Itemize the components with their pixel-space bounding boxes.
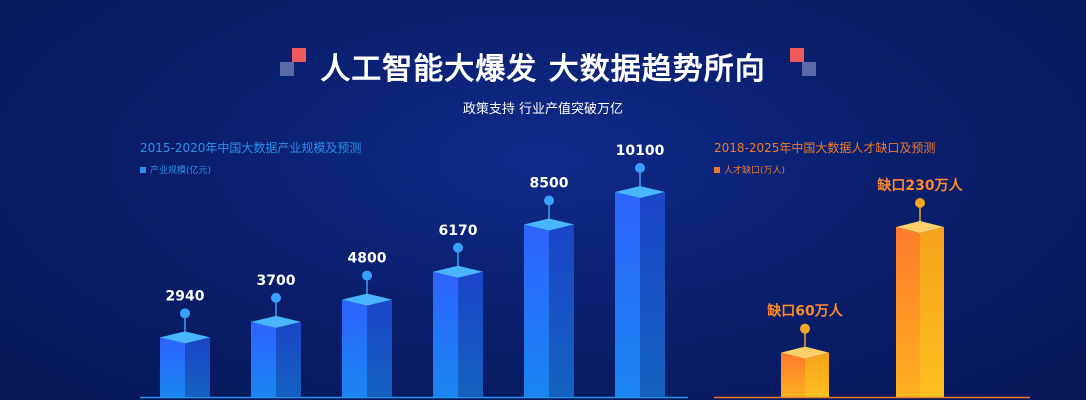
bar-front-face xyxy=(781,352,805,397)
bar-top-face xyxy=(251,315,301,328)
bar-front-face xyxy=(251,321,276,397)
right-chart-title: 2018-2025年中国大数据人才缺口及预测 xyxy=(714,141,936,155)
bar-value-label: 8500 xyxy=(530,175,569,191)
bar-pin-dot xyxy=(800,323,810,334)
bar-side-face xyxy=(640,192,665,397)
bar-top-face xyxy=(433,265,483,278)
bar-pin-dot xyxy=(635,163,645,173)
bar-front-face xyxy=(433,271,458,397)
bar-value-label: 2940 xyxy=(166,288,205,304)
bar-side-face xyxy=(458,271,483,397)
bar-side-face xyxy=(276,321,301,397)
bar-top-face xyxy=(615,186,665,198)
legend-label: 产业规模(亿元) xyxy=(150,166,212,176)
bar-front-face xyxy=(615,192,640,397)
bar-value-label: 3700 xyxy=(257,273,296,289)
bar-pin-dot xyxy=(544,195,554,206)
bar-top-face xyxy=(896,221,944,233)
decor-square-icon xyxy=(801,62,816,76)
decor-square-icon xyxy=(280,62,295,76)
decor-square-icon xyxy=(789,48,804,62)
legend-swatch xyxy=(140,166,146,173)
page-subtitle: 政策支持 行业产值突破万亿 xyxy=(462,102,624,117)
bar-value-label: 4800 xyxy=(348,251,387,267)
bar-side-face xyxy=(367,299,392,397)
page-title: 人工智能大爆发 大数据趋势所向 xyxy=(280,44,816,88)
bar-top-face xyxy=(342,293,392,306)
bar-front-face xyxy=(342,299,367,397)
bar-side-face xyxy=(185,337,210,397)
bar-value-label: 缺口60万人 xyxy=(767,303,843,320)
bar-front-face xyxy=(524,224,549,397)
bar-pin-dot xyxy=(180,308,190,319)
bar-top-face xyxy=(781,346,829,359)
bar-front-face xyxy=(896,227,920,397)
bar-value-label: 6170 xyxy=(439,223,478,239)
decor-square-icon xyxy=(292,48,307,62)
page-title-text: 人工智能大爆发 大数据趋势所向 xyxy=(320,52,766,87)
left-chart-title: 2015-2020年中国大数据产业规模及预测 xyxy=(140,141,362,155)
right-chart-legend: 人才缺口(万人) xyxy=(714,163,785,176)
bar-top-face xyxy=(160,331,210,344)
bar-front-face xyxy=(160,337,185,397)
legend-swatch xyxy=(714,166,720,173)
left-bar-chart: 2940 3700 4800 6170 8500 10100 xyxy=(140,143,688,399)
bar-side-face xyxy=(920,227,944,397)
bar-side-face xyxy=(805,352,829,397)
legend-label: 人才缺口(万人) xyxy=(724,166,786,176)
bar-pin-dot xyxy=(453,242,463,253)
bar-top-face xyxy=(524,218,574,231)
bar-pin-dot xyxy=(362,270,372,281)
bar-pin-dot xyxy=(271,292,281,303)
left-chart-legend: 产业规模(亿元) xyxy=(140,163,211,176)
right-bar-chart: 缺口60万人 缺口230万人 xyxy=(714,177,1030,399)
bar-pin-dot xyxy=(915,198,925,208)
bar-side-face xyxy=(549,224,574,397)
bar-value-label: 缺口230万人 xyxy=(877,177,963,194)
bar-value-label: 10100 xyxy=(616,143,665,159)
